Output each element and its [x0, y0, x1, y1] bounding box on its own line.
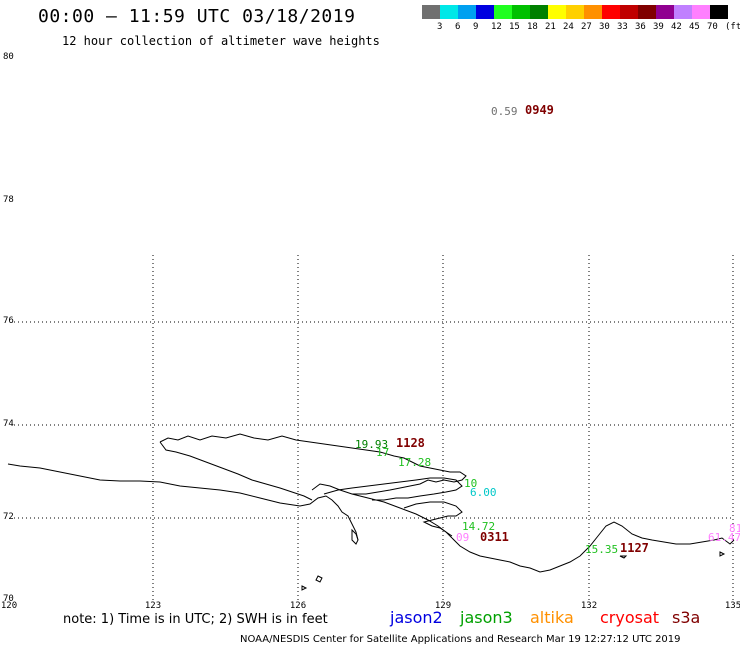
- lon-label-129: 129: [434, 601, 452, 611]
- colorbar-label: 6: [455, 22, 461, 32]
- coastline-east: [451, 521, 735, 573]
- colorbar-swatch: [620, 5, 638, 19]
- wave-height-obs: 17.28: [398, 456, 432, 469]
- coastline: [7, 433, 735, 591]
- pass-time-label: 0949: [525, 103, 554, 117]
- wave-height-colorbar: [422, 5, 728, 19]
- lon-label-123: 123: [144, 601, 162, 611]
- lon-label-120: 120: [0, 601, 18, 611]
- colorbar-label: (ft): [725, 22, 740, 32]
- colorbar-label: 21: [545, 22, 556, 32]
- legend-cryosat: cryosat: [600, 608, 660, 627]
- colorbar-label: 18: [527, 22, 538, 32]
- pass-time-label: 1128: [396, 436, 425, 450]
- lat-label-74: 74: [3, 419, 14, 429]
- colorbar-swatch: [566, 5, 584, 19]
- graticule: [14, 255, 734, 600]
- colorbar-label: 42: [671, 22, 682, 32]
- lon-label-132: 132: [580, 601, 598, 611]
- colorbar-swatch: [494, 5, 512, 19]
- colorbar-swatch: [476, 5, 494, 19]
- colorbar-label: 12: [491, 22, 502, 32]
- coastline-delta-east: [403, 501, 463, 539]
- colorbar-label: 3: [437, 22, 443, 32]
- wave-height-obs: 09: [456, 531, 470, 544]
- wave-height-obs: 6.00: [470, 486, 497, 499]
- lat-label-72: 72: [3, 512, 14, 522]
- colorbar-label: 39: [653, 22, 664, 32]
- colorbar-label: 30: [599, 22, 610, 32]
- colorbar-label: 36: [635, 22, 646, 32]
- wave-height-obs: 15.35: [585, 543, 619, 556]
- colorbar-swatch: [710, 5, 728, 19]
- colorbar-swatch: [584, 5, 602, 19]
- wave-height-obs: 10: [464, 477, 478, 490]
- colorbar-swatch: [602, 5, 620, 19]
- map-title: 00:00 – 11:59 UTC 03/18/2019: [38, 6, 356, 27]
- coastline-lena-lobe: [311, 483, 453, 537]
- lat-label-76: 76: [3, 316, 14, 326]
- wave-height-obs: 81: [729, 522, 740, 535]
- coastline-north-lobe: [159, 433, 467, 495]
- island-1: [351, 528, 359, 545]
- lat-label-70: 70: [3, 594, 14, 604]
- colorbar-swatch: [512, 5, 530, 19]
- colorbar-swatch: [530, 5, 548, 19]
- footer-note: note: 1) Time is in UTC; 2) SWH is in fe…: [63, 612, 328, 627]
- wave-height-obs: 14.72: [462, 520, 496, 533]
- colorbar-label: 9: [473, 22, 479, 32]
- lon-label-126: 126: [289, 601, 307, 611]
- pass-time-label: 1127: [620, 541, 649, 555]
- colorbar-label: 45: [689, 22, 700, 32]
- colorbar-label: 15: [509, 22, 520, 32]
- island-4: [619, 555, 628, 559]
- island-2: [315, 575, 323, 583]
- colorbar-swatch: [674, 5, 692, 19]
- colorbar-swatch: [638, 5, 656, 19]
- legend-altika: altika: [530, 608, 574, 627]
- colorbar-label: 70: [707, 22, 718, 32]
- colorbar-label: 27: [581, 22, 592, 32]
- pass-time-label: 0311: [480, 530, 509, 544]
- wave-height-obs: 0.59: [491, 105, 518, 118]
- coastline-north-lobe-w: [159, 441, 313, 501]
- lat-label-78: 78: [3, 195, 14, 205]
- wave-height-obs: 19.93: [355, 438, 389, 451]
- map-subtitle: 12 hour collection of altimeter wave hei…: [62, 34, 380, 48]
- colorbar-label: 33: [617, 22, 628, 32]
- island-3: [301, 585, 308, 591]
- footer-credit: NOAA/NESDIS Center for Satellite Applica…: [240, 634, 681, 645]
- legend-jason3: jason3: [460, 608, 513, 627]
- colorbar-swatch: [548, 5, 566, 19]
- island-5: [719, 551, 726, 557]
- colorbar-label: 24: [563, 22, 574, 32]
- colorbar-swatch: [422, 5, 440, 19]
- legend-s3a: s3a: [672, 608, 701, 627]
- lon-label-135: 135: [724, 601, 740, 611]
- wave-height-obs: 61.47: [708, 531, 740, 544]
- coastline-west: [7, 463, 359, 541]
- lat-label-80: 80: [3, 52, 14, 62]
- legend-jason2: jason2: [390, 608, 443, 627]
- coastline-inner-bay: [323, 477, 463, 501]
- colorbar-swatch: [692, 5, 710, 19]
- colorbar-swatch: [656, 5, 674, 19]
- colorbar-swatch: [458, 5, 476, 19]
- wave-height-obs: 17: [376, 446, 390, 459]
- colorbar-swatch: [440, 5, 458, 19]
